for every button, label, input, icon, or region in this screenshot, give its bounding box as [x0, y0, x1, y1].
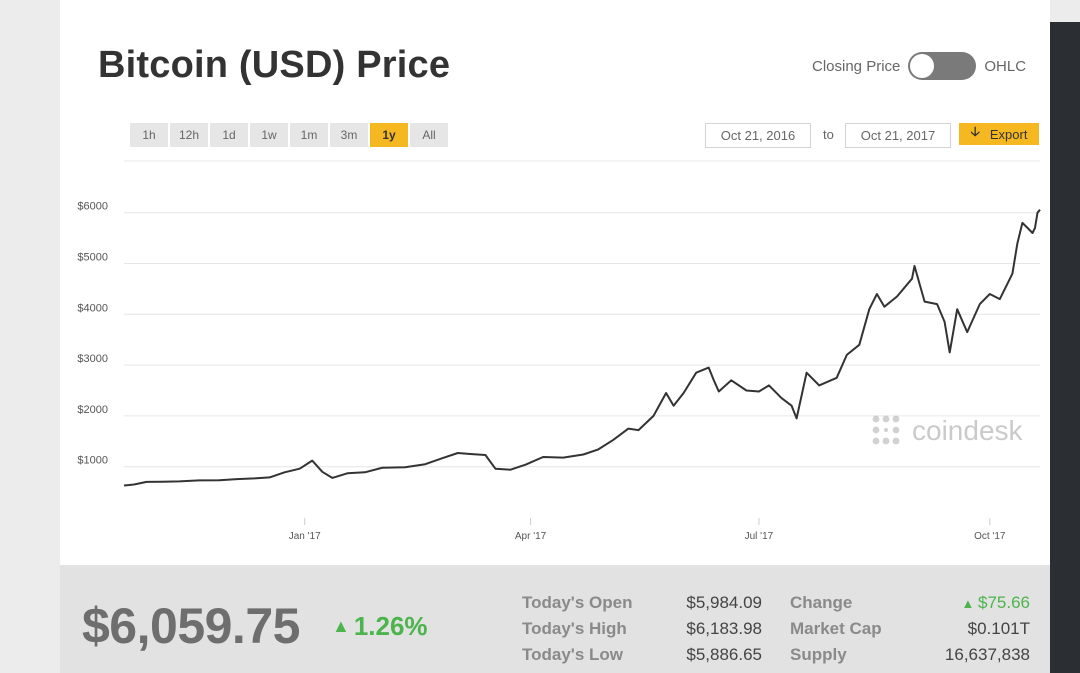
range-button-1w[interactable]: 1w: [250, 123, 288, 147]
price-mode-toggle-group: Closing Price OHLC: [812, 52, 1026, 80]
stat-value-supply: 16,637,838: [944, 645, 1030, 664]
y-tick-label: $5000: [77, 252, 108, 264]
x-tick-label: Jul '17: [745, 531, 774, 542]
stat-value-low: $5,886.65: [686, 645, 762, 664]
export-button[interactable]: 🡣 Export: [959, 123, 1039, 145]
dark-sidebar: [1050, 22, 1080, 673]
stat-label-supply: Supply: [790, 645, 847, 664]
toggle-label-closing: Closing Price: [812, 57, 901, 75]
price-mode-toggle[interactable]: [908, 52, 977, 80]
up-triangle-icon: ▲: [332, 616, 350, 636]
stat-label-market-cap: Market Cap: [790, 619, 882, 638]
range-button-all[interactable]: All: [410, 123, 448, 147]
y-axis: $1000 $2000 $3000 $4000 $5000 $6000: [77, 201, 108, 467]
date-from-input[interactable]: Oct 21, 2016: [705, 123, 811, 148]
date-to-label: to: [823, 127, 834, 142]
x-tick-label: Apr '17: [515, 531, 547, 542]
change-percent-value: 1.26%: [353, 611, 428, 641]
price-chart: $1000 $2000 $3000 $4000 $5000 $6000 Jan '17 Ap…: [77, 160, 1041, 542]
coindesk-logo-icon: [872, 415, 900, 445]
range-button-1h[interactable]: 1h: [130, 123, 168, 147]
range-button-1d[interactable]: 1d: [210, 123, 248, 147]
stat-value-open: $5,984.09: [686, 593, 762, 612]
stats-panel: $6,059.75 ▲ 1.26% Today's Open $5,984.09…: [60, 565, 1050, 673]
range-button-1y[interactable]: 1y: [370, 123, 408, 147]
stat-label-high: Today's High: [522, 619, 627, 638]
range-button-12h[interactable]: 12h: [170, 123, 208, 147]
chart-grid: [124, 212, 1040, 468]
current-price: $6,059.75: [82, 598, 300, 654]
page-title: Bitcoin (USD) Price: [98, 44, 451, 86]
stat-value-change: ▲ $75.66: [920, 593, 1030, 613]
y-tick-label: $2000: [77, 404, 108, 416]
date-to-input[interactable]: Oct 21, 2017: [845, 123, 951, 148]
x-tick-label: Jan '17: [289, 531, 321, 542]
stat-value-high: $6,183.98: [686, 619, 762, 638]
download-arrow-icon: 🡣: [970, 124, 980, 139]
stat-value-market-cap: $0.101T: [967, 619, 1030, 638]
y-tick-label: $1000: [77, 455, 108, 467]
y-tick-label: $6000: [77, 201, 108, 213]
page-margin: [0, 0, 60, 673]
price-series-line: [123, 209, 1041, 487]
x-tick-label: Oct '17: [974, 531, 1006, 542]
change-amount: $75.66: [978, 593, 1030, 612]
up-triangle-icon: ▲: [961, 596, 978, 611]
stat-label-change: Change: [790, 593, 853, 612]
stat-label-open: Today's Open: [522, 593, 633, 612]
toggle-label-ohlc: OHLC: [984, 57, 1027, 75]
watermark: coindesk: [872, 415, 1024, 446]
range-button-1m[interactable]: 1m: [290, 123, 328, 147]
watermark-text: coindesk: [912, 415, 1024, 446]
stat-label-low: Today's Low: [522, 645, 624, 664]
toggle-knob: [910, 54, 935, 78]
price-change-percent: ▲ 1.26%: [332, 611, 428, 642]
price-card: Bitcoin (USD) Price Closing Price OHLC 1…: [60, 0, 1050, 565]
time-range-buttons: 1h 12h 1d 1w 1m 3m 1y All: [130, 123, 448, 147]
export-label: Export: [989, 126, 1028, 142]
x-axis: Jan '17 Apr '17 Jul '17 Oct '17: [289, 518, 1006, 542]
range-button-3m[interactable]: 3m: [330, 123, 368, 147]
y-tick-label: $3000: [77, 353, 108, 365]
y-tick-label: $4000: [77, 302, 108, 314]
